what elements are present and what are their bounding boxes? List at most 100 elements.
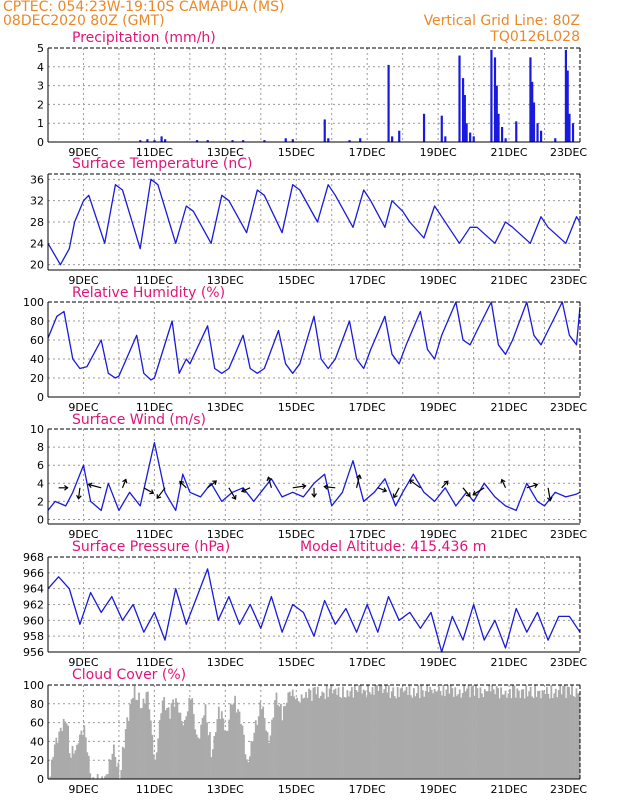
cloud-cover-bar: [117, 762, 119, 779]
x-tick-label: 23DEC: [550, 656, 587, 669]
y-tick-label: 960: [23, 614, 44, 627]
precipitation-bar: [458, 56, 460, 142]
y-tick-label: 60: [30, 334, 44, 347]
y-tick-label: 32: [30, 195, 44, 208]
x-tick-label: 19DEC: [420, 783, 457, 796]
pressure-line: [48, 569, 580, 652]
x-tick-label: 13DEC: [207, 401, 244, 414]
y-tick-label: 10: [30, 423, 44, 436]
precipitation-bar: [398, 131, 400, 142]
wind-title: Surface Wind (m/s): [72, 412, 206, 428]
y-tick-label: 20: [30, 372, 44, 385]
y-tick-label: 5: [37, 42, 44, 55]
precipitation-bar: [285, 138, 287, 142]
y-tick-label: 40: [30, 735, 44, 748]
y-tick-label: 0: [37, 773, 44, 786]
x-tick-label: 9DEC: [68, 783, 98, 796]
x-tick-label: 19DEC: [420, 528, 457, 541]
y-tick-label: 8: [37, 441, 44, 454]
header-date: 08DEC2020 80Z (GMT): [3, 13, 165, 29]
y-tick-label: 36: [30, 173, 44, 186]
precipitation-bar: [466, 123, 468, 142]
precipitation-bar: [160, 136, 162, 142]
y-tick-label: 24: [30, 237, 44, 250]
cloud-cover-title: Cloud Cover (%): [72, 667, 186, 683]
precipitation-bar: [505, 138, 507, 142]
x-tick-label: 21DEC: [491, 656, 528, 669]
x-tick-label: 23DEC: [550, 274, 587, 287]
pressure-title: Surface Pressure (hPa): [72, 539, 230, 555]
y-tick-label: 962: [23, 599, 44, 612]
y-tick-label: 0: [37, 513, 44, 526]
x-tick-label: 13DEC: [207, 274, 244, 287]
cloud-cover-bar: [97, 774, 99, 779]
y-tick-label: 80: [30, 315, 44, 328]
y-tick-label: 80: [30, 698, 44, 711]
x-tick-label: 17DEC: [349, 146, 386, 159]
precipitation-bar: [533, 103, 535, 142]
x-tick-label: 23DEC: [550, 401, 587, 414]
y-tick-label: 958: [23, 630, 44, 643]
precipitation-bar: [554, 138, 556, 142]
y-tick-label: 3: [37, 80, 44, 93]
x-tick-label: 15DEC: [278, 528, 315, 541]
y-tick-label: 2: [37, 98, 44, 111]
x-tick-label: 13DEC: [207, 656, 244, 669]
precipitation-bar: [490, 50, 492, 142]
x-tick-label: 17DEC: [349, 656, 386, 669]
y-tick-label: 0: [37, 136, 44, 149]
x-tick-label: 15DEC: [278, 146, 315, 159]
y-tick-label: 968: [23, 551, 44, 564]
precipitation-bar: [444, 136, 446, 142]
x-tick-label: 15DEC: [278, 783, 315, 796]
x-tick-label: 15DEC: [278, 274, 315, 287]
x-tick-label: 21DEC: [491, 274, 528, 287]
model-altitude-annotation: Model Altitude: 415.436 m: [300, 539, 486, 555]
x-tick-label: 9DEC: [68, 656, 98, 669]
x-tick-label: 15DEC: [278, 401, 315, 414]
x-tick-label: 13DEC: [207, 528, 244, 541]
y-tick-label: 956: [23, 646, 44, 659]
x-tick-label: 23DEC: [550, 146, 587, 159]
precipitation-bar: [391, 136, 393, 142]
header-grid-line: Vertical Grid Line: 80Z: [424, 13, 580, 29]
x-tick-label: 17DEC: [349, 401, 386, 414]
x-tick-label: 23DEC: [550, 528, 587, 541]
y-tick-label: 2: [37, 495, 44, 508]
y-tick-label: 6: [37, 459, 44, 472]
y-tick-label: 60: [30, 717, 44, 730]
y-tick-label: 1: [37, 117, 44, 130]
x-tick-label: 17DEC: [349, 783, 386, 796]
precipitation-bar: [423, 114, 425, 142]
x-tick-label: 21DEC: [491, 146, 528, 159]
x-tick-label: 9DEC: [68, 146, 98, 159]
x-tick-label: 11DEC: [136, 274, 173, 287]
wind-line: [48, 443, 580, 511]
precipitation-bar: [441, 116, 443, 142]
wind-arrow-shaft: [157, 488, 165, 498]
x-tick-label: 21DEC: [491, 401, 528, 414]
y-tick-label: 20: [30, 259, 44, 272]
y-tick-label: 100: [23, 296, 44, 309]
humidity-title: Relative Humidity (%): [72, 285, 225, 301]
x-tick-label: 19DEC: [420, 401, 457, 414]
precipitation-bar: [473, 136, 475, 142]
y-tick-label: 964: [23, 583, 44, 596]
x-tick-label: 13DEC: [207, 783, 244, 796]
x-tick-label: 15DEC: [278, 656, 315, 669]
header-model: TQ0126L028: [489, 29, 580, 45]
precipitation-bar: [536, 123, 538, 142]
precipitation-bar: [387, 65, 389, 142]
x-tick-label: 11DEC: [136, 656, 173, 669]
precipitation-bar: [359, 138, 361, 142]
precipitation-bar: [515, 121, 517, 142]
precipitation-bar: [327, 138, 329, 142]
cloud-cover-bar: [89, 773, 91, 779]
